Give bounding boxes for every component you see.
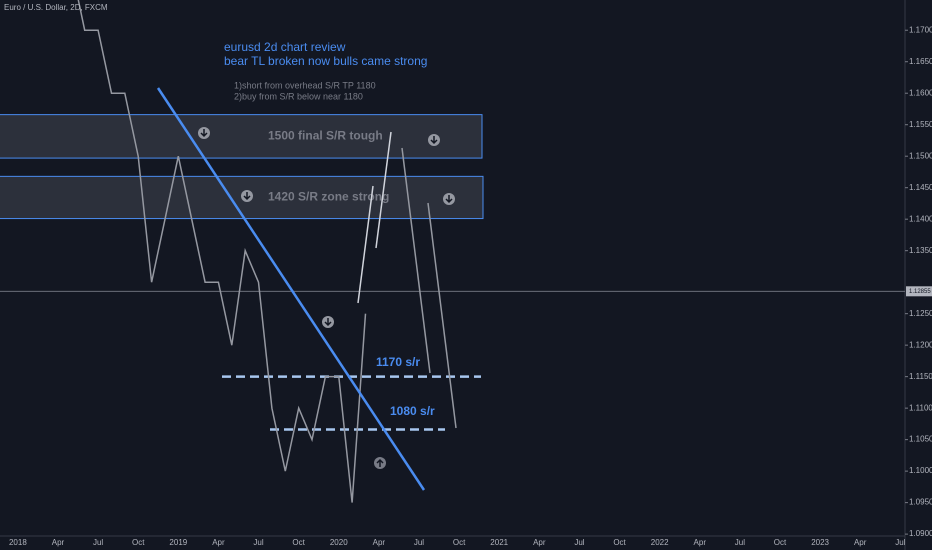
annotation: bear TL broken now bulls came strong (224, 54, 427, 68)
x-tick-label: 2019 (169, 538, 187, 547)
x-tick-label: Oct (292, 538, 305, 547)
projection-line (375, 131, 392, 249)
arrow-icon (374, 457, 386, 469)
x-tick-label: Jul (253, 538, 263, 547)
x-tick-label: Jul (895, 538, 905, 547)
last-price-label: 1.12855 (909, 289, 931, 295)
annotation: eurusd 2d chart review (224, 40, 346, 54)
x-tick-label: Apr (212, 538, 225, 547)
arrow-icon (428, 134, 440, 146)
y-tick-label: 1.16500 (909, 57, 932, 66)
x-tick-label: Apr (854, 538, 867, 547)
x-tick-label: Apr (52, 538, 65, 547)
last-price-badge (906, 286, 932, 297)
arrow-icon (443, 193, 455, 205)
annotation: 2)buy from S/R below near 1180 (234, 91, 363, 101)
y-tick-label: 1.11500 (909, 372, 932, 381)
arrow-icon (322, 316, 334, 328)
x-tick-label: Oct (132, 538, 145, 547)
projection-line (427, 202, 457, 429)
arrow-icon (241, 190, 253, 202)
sr-zone (0, 114, 483, 159)
x-tick-label: Jul (574, 538, 584, 547)
x-tick-label: Apr (694, 538, 707, 547)
x-tick-label: Jul (414, 538, 424, 547)
annotation: 1)short from overhead S/R TP 1180 (234, 80, 376, 90)
x-tick-label: 2020 (330, 538, 348, 547)
price-line (77, 0, 367, 503)
y-tick-label: 1.15000 (909, 151, 932, 160)
y-tick-label: 1.14500 (909, 183, 932, 192)
y-tick-label: 1.12500 (909, 309, 932, 318)
x-tick-label: Oct (453, 538, 466, 547)
x-tick-label: Apr (533, 538, 546, 547)
y-tick-label: 1.16000 (909, 88, 932, 97)
arrow-icon (198, 127, 210, 139)
zone-label: 1500 final S/R tough (268, 129, 383, 143)
trend-line (156, 87, 426, 491)
level-label: 1170 s/r (376, 355, 420, 369)
y-tick-label: 1.11000 (909, 403, 932, 412)
x-tick-label: 2023 (811, 538, 829, 547)
y-tick-label: 1.15500 (909, 120, 932, 129)
chart-title: Euro / U.S. Dollar, 2D, FXCM (4, 3, 108, 12)
x-tick-label: Oct (613, 538, 626, 547)
y-tick-label: 1.12000 (909, 340, 932, 349)
y-tick-label: 1.09500 (909, 498, 932, 507)
level-label: 1080 s/r (390, 404, 435, 418)
y-tick-label: 1.13500 (909, 246, 932, 255)
projection-line (401, 147, 431, 374)
zone-label: 1420 S/R zone strong (268, 190, 389, 204)
x-tick-label: Oct (774, 538, 787, 547)
drawings (156, 87, 457, 491)
projection-line (357, 185, 374, 304)
x-tick-label: Jul (93, 538, 103, 547)
y-tick-label: 1.17000 (909, 25, 932, 34)
y-tick-label: 1.14000 (909, 214, 932, 223)
x-tick-label: 2021 (490, 538, 508, 547)
x-tick-label: 2018 (9, 538, 27, 547)
y-tick-label: 1.10500 (909, 435, 932, 444)
x-tick-label: 2022 (651, 538, 669, 547)
plot-area: 1500 final S/R tough 1420 S/R zone strong… (0, 0, 905, 503)
y-tick-label: 1.09000 (909, 529, 932, 538)
y-tick-label: 1.10000 (909, 466, 932, 475)
x-tick-label: Jul (735, 538, 745, 547)
x-tick-label: Apr (373, 538, 386, 547)
